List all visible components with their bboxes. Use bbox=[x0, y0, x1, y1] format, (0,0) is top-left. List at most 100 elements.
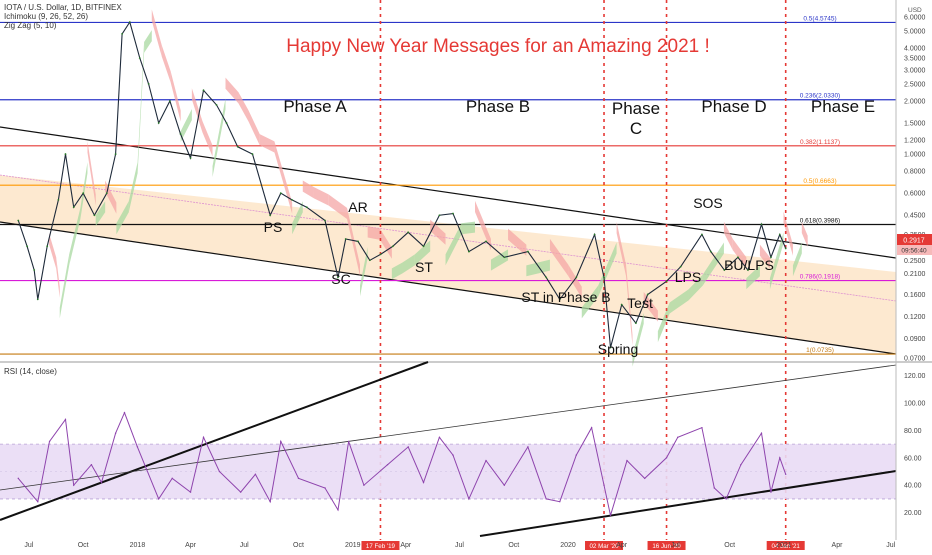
cloud-segment-24 bbox=[274, 141, 293, 214]
indicator-zigzag[interactable]: Zig Zag (5, 10) bbox=[4, 21, 57, 30]
cloud-segment-15 bbox=[170, 71, 181, 122]
cloud-segment-18 bbox=[202, 121, 213, 157]
cloud-segment-17 bbox=[191, 88, 203, 133]
price-point-11 bbox=[114, 153, 117, 155]
price-point-61 bbox=[770, 256, 772, 259]
price-series bbox=[17, 20, 787, 348]
cloud-segment-55 bbox=[723, 221, 733, 251]
phase-label-0: Phase A bbox=[283, 97, 347, 116]
price-point-27 bbox=[291, 198, 293, 201]
price-point-39 bbox=[452, 212, 454, 215]
cloud-segment-35 bbox=[414, 240, 431, 266]
price-point-20 bbox=[202, 89, 205, 92]
time-tick-7: Apr bbox=[400, 542, 412, 549]
cloud-segment-19 bbox=[212, 98, 226, 178]
rsi-label[interactable]: RSI (14, close) bbox=[4, 367, 57, 376]
price-tick-15: 0.2500 bbox=[904, 258, 926, 265]
price-point-29 bbox=[324, 219, 326, 222]
rsi-point-47 bbox=[760, 432, 763, 434]
cloud-segment-11 bbox=[137, 41, 145, 174]
wyckoff-label-9: BU/LPS bbox=[724, 257, 774, 273]
cloud-segment-29 bbox=[347, 207, 360, 276]
event-badge-3 bbox=[766, 541, 805, 550]
cloud-segment-14 bbox=[161, 45, 171, 83]
cloud-segment-2 bbox=[56, 257, 60, 298]
cloud-segment-41 bbox=[508, 228, 527, 256]
price-tick-1: 6.0000 bbox=[904, 14, 926, 21]
rsi-tick-4: 40.00 bbox=[904, 483, 922, 490]
ichimoku-cloud bbox=[49, 9, 808, 367]
cloud-segment-7 bbox=[95, 201, 106, 227]
rsi-point-22 bbox=[347, 440, 350, 443]
rsi-point-21 bbox=[337, 509, 339, 511]
rsi-point-8 bbox=[123, 411, 126, 414]
price-point-57 bbox=[723, 269, 726, 271]
rsi-point-14 bbox=[218, 470, 221, 473]
event-badge-2 bbox=[647, 541, 686, 550]
price-point-17 bbox=[168, 100, 171, 102]
price-point-10 bbox=[105, 192, 108, 195]
chart-header: IOTA / U.S. Dollar, 1D, BITFINEX Ichimok… bbox=[4, 3, 122, 30]
cloud-segment-37 bbox=[445, 223, 462, 266]
cloud-segment-12 bbox=[144, 30, 152, 53]
fib-label-3: 0.5(0.6663) bbox=[803, 178, 836, 185]
price-point-26 bbox=[279, 192, 282, 195]
cloud-segment-48 bbox=[626, 264, 633, 347]
rsi-point-48 bbox=[770, 491, 772, 493]
event-label-0: 17 Feb '19 bbox=[366, 543, 396, 550]
price-tick-7: 2.0000 bbox=[904, 98, 926, 105]
price-point-0 bbox=[17, 219, 20, 222]
wyckoff-label-6: Test bbox=[627, 295, 653, 311]
rsi-point-4 bbox=[73, 484, 75, 486]
price-point-45 bbox=[558, 298, 561, 301]
price-point-31 bbox=[344, 238, 347, 240]
cloud-segment-30 bbox=[359, 247, 368, 297]
price-point-38 bbox=[438, 214, 441, 217]
symbol-title[interactable]: IOTA / U.S. Dollar, 1D, BITFINEX bbox=[4, 3, 122, 12]
price-point-2 bbox=[33, 269, 36, 271]
price-axis-unit: USD bbox=[908, 7, 922, 14]
price-point-34 bbox=[379, 253, 382, 256]
price-point-1 bbox=[26, 245, 29, 248]
rsi-point-42 bbox=[677, 436, 679, 439]
cloud-segment-61 bbox=[792, 242, 802, 277]
cloud-segment-4 bbox=[69, 207, 81, 266]
cloud-segment-52 bbox=[669, 289, 689, 314]
cloud-segment-28 bbox=[328, 194, 348, 220]
cloud-segment-62 bbox=[801, 221, 808, 247]
price-tick-6: 2.5000 bbox=[904, 81, 926, 88]
rsi-point-43 bbox=[701, 427, 703, 429]
cloud-segment-25 bbox=[292, 201, 303, 235]
price-tick-18: 0.1200 bbox=[904, 314, 926, 321]
rsi-point-3 bbox=[64, 418, 67, 421]
price-tick-11: 0.8000 bbox=[904, 169, 926, 176]
price-point-6 bbox=[64, 153, 67, 155]
price-point-51 bbox=[634, 322, 637, 325]
price-point-54 bbox=[679, 265, 682, 268]
price-point-44 bbox=[545, 276, 548, 279]
rsi-point-2 bbox=[48, 440, 51, 443]
fib-label-2: 0.382(1.1137) bbox=[800, 139, 840, 146]
event-label-2: 16 Jun '20 bbox=[652, 543, 681, 550]
price-tick-19: 0.0900 bbox=[904, 336, 926, 343]
rsi-point-26 bbox=[422, 481, 425, 484]
indicator-ichimoku[interactable]: Ichimoku (9, 26, 52, 26) bbox=[4, 12, 89, 21]
rsi-point-10 bbox=[157, 498, 160, 500]
price-point-47 bbox=[593, 233, 596, 236]
price-point-42 bbox=[503, 256, 506, 259]
price-point-12 bbox=[121, 33, 124, 35]
price-point-8 bbox=[82, 192, 85, 195]
price-tick-5: 3.0000 bbox=[904, 67, 926, 74]
cloud-segment-59 bbox=[769, 232, 784, 290]
cloud-segment-27 bbox=[313, 187, 329, 206]
price-point-46 bbox=[575, 276, 578, 279]
wyckoff-label-5: Spring bbox=[598, 341, 638, 357]
cloud-segment-51 bbox=[657, 302, 670, 343]
rsi-point-28 bbox=[452, 454, 454, 456]
cloud-segment-1 bbox=[49, 233, 57, 269]
cloud-segment-33 bbox=[391, 262, 403, 280]
time-tick-8: Jul bbox=[455, 542, 464, 549]
time-tick-3: Apr bbox=[185, 542, 197, 549]
cloud-segment-34 bbox=[402, 254, 415, 274]
